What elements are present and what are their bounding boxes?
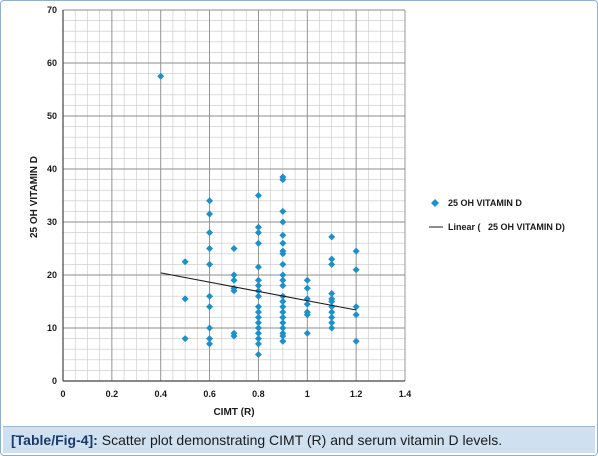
data-point: [279, 308, 287, 316]
legend-label-points: 25 OH VITAMIN D: [448, 198, 522, 208]
data-point: [279, 324, 287, 332]
data-point: [206, 292, 214, 300]
data-point: [303, 284, 311, 292]
legend-marker-diamond: [431, 199, 439, 207]
y-tick-label: 70: [47, 5, 57, 15]
data-point: [206, 197, 214, 205]
data-point: [254, 292, 262, 300]
data-point: [254, 229, 262, 237]
data-point: [279, 276, 287, 284]
y-tick-label: 60: [47, 58, 57, 68]
data-point: [230, 271, 238, 279]
data-point: [279, 282, 287, 290]
legend-label-trendline: Linear ( 25 OH VITAMIN D): [448, 222, 565, 232]
x-tick-label: 0.6: [203, 389, 216, 399]
data-point: [230, 287, 238, 295]
x-tick-label: 1.4: [399, 389, 412, 399]
data-point: [279, 250, 287, 258]
y-tick-label: 20: [47, 270, 57, 280]
data-point: [279, 313, 287, 321]
legend: 25 OH VITAMIN D Linear ( 25 OH VITAMIN D…: [429, 198, 565, 232]
data-point: [279, 218, 287, 226]
data-point: [206, 335, 214, 343]
data-point: [206, 324, 214, 332]
data-point: [328, 233, 336, 241]
data-point: [303, 276, 311, 284]
x-tick-label: 0.2: [106, 389, 119, 399]
data-point: [254, 351, 262, 358]
figure-caption: [Table/Fig-4]: Scatter plot demonstratin…: [3, 426, 595, 453]
x-tick-labels: 0 0.2 0.4 0.6 0.8 1 1.2 1.4: [60, 389, 411, 399]
data-point: [279, 337, 287, 345]
data-point: [206, 210, 214, 218]
data-point: [230, 245, 238, 252]
data-point: [254, 340, 262, 348]
y-tick-label: 40: [47, 164, 57, 174]
data-point: [352, 311, 360, 319]
data-point: [181, 258, 189, 266]
data-point: [279, 260, 287, 268]
data-point: [328, 290, 336, 298]
data-point: [352, 247, 360, 255]
data-point: [279, 176, 287, 184]
data-point: [279, 298, 287, 305]
axes: [62, 10, 405, 382]
data-point: [279, 332, 287, 340]
data-point: [328, 319, 336, 327]
x-tick-label: 0: [60, 389, 65, 399]
data-point: [328, 260, 336, 268]
data-point: [328, 308, 336, 316]
data-point: [279, 303, 287, 311]
y-tick-label: 30: [47, 217, 57, 227]
caption-text: Scatter plot demonstrating CIMT (R) and …: [97, 432, 503, 448]
data-point: [328, 324, 336, 332]
x-tick-label: 1.2: [350, 389, 363, 399]
data-point: [206, 260, 214, 268]
data-point: [328, 255, 336, 263]
y-tick-label: 10: [47, 323, 57, 333]
data-point: [352, 337, 360, 345]
data-point: [303, 311, 311, 319]
data-point: [328, 313, 336, 321]
minor-gridlines: [63, 10, 405, 381]
trendline: [160, 272, 357, 311]
scatter-chart: 0 0.2 0.4 0.6 0.8 1 1.2 1.4 0 10 20 30 40 50 60 70 CIM…: [29, 5, 565, 418]
x-tick-label: 1: [305, 389, 310, 399]
y-axis-label: 25 OH VITAMIN D: [29, 156, 40, 238]
data-point: [230, 332, 238, 340]
data-point: [279, 271, 287, 279]
data-point: [352, 303, 360, 311]
data-point: [206, 245, 214, 252]
trendline-segment: [160, 272, 357, 311]
x-tick-label: 0.8: [252, 389, 265, 399]
data-point: [254, 239, 262, 247]
data-point: [328, 298, 336, 305]
y-tick-label: 50: [47, 111, 57, 121]
y-tick-labels: 0 10 20 30 40 50 60 70: [47, 5, 57, 386]
caption-label: [Table/Fig-4]:: [11, 432, 98, 448]
data-point: [181, 335, 189, 343]
data-point: [230, 276, 238, 284]
x-tick-label: 0.4: [154, 389, 167, 399]
data-point: [303, 300, 311, 308]
y-tick-label: 0: [52, 376, 57, 386]
data-point: [206, 229, 214, 237]
data-point: [279, 207, 287, 215]
data-point: [206, 340, 214, 348]
data-point: [254, 192, 262, 199]
data-point: [181, 295, 189, 303]
x-axis-label: CIMT (R): [213, 407, 254, 418]
data-point: [352, 266, 360, 274]
data-point: [303, 329, 311, 337]
data-point: [279, 319, 287, 327]
data-point: [206, 303, 214, 311]
data-point: [279, 239, 287, 247]
data-point: [279, 231, 287, 239]
data-point: [157, 72, 165, 80]
